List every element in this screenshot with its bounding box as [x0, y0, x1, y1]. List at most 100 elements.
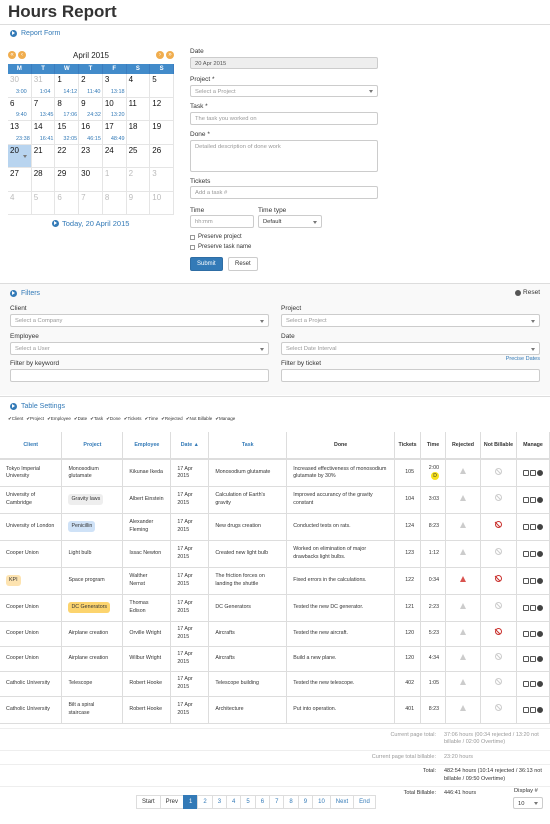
delete-icon[interactable] — [536, 706, 543, 713]
delete-icon[interactable] — [536, 604, 543, 611]
cell-not-billable[interactable] — [480, 459, 517, 487]
calendar-day[interactable]: 23 — [79, 144, 103, 168]
pager-page[interactable]: 4 — [226, 795, 242, 809]
preserve-task-row[interactable]: Preserve task name — [190, 244, 251, 250]
calendar-day[interactable]: 30 — [79, 168, 103, 192]
cell-rejected[interactable] — [445, 513, 481, 541]
ban-icon[interactable] — [494, 494, 502, 502]
ban-icon[interactable] — [494, 575, 502, 583]
task-input[interactable]: The task you worked on — [190, 112, 378, 125]
calendar-day[interactable]: 18 — [126, 121, 151, 145]
calendar-day[interactable]: 4 — [126, 74, 151, 98]
calendar-day[interactable]: 7 — [79, 191, 103, 215]
delete-icon[interactable] — [536, 469, 543, 476]
delete-icon[interactable] — [536, 496, 543, 503]
warning-icon[interactable] — [460, 678, 466, 685]
today-link[interactable]: Today, 20 April 2015 — [52, 219, 129, 228]
copy-icon[interactable] — [529, 655, 536, 662]
calendar-day[interactable]: 20 — [8, 144, 32, 168]
cell-not-billable[interactable] — [480, 486, 517, 514]
calendar-day[interactable]: 1 14:12 — [55, 74, 80, 98]
column-toggle[interactable]: ✔Not Billable — [185, 416, 213, 421]
calendar-day[interactable]: 15 32:05 — [55, 121, 80, 145]
warning-icon[interactable] — [460, 602, 466, 609]
ban-icon[interactable] — [494, 467, 502, 475]
pager-page[interactable]: 5 — [240, 795, 256, 809]
calendar-day[interactable]: 6 9:40 — [8, 97, 32, 121]
edit-icon[interactable] — [522, 680, 529, 687]
display-count-select[interactable]: 10 — [513, 797, 543, 809]
col-task[interactable]: Task — [208, 432, 288, 460]
cell-rejected[interactable] — [445, 486, 481, 514]
ban-icon[interactable] — [494, 521, 502, 529]
column-toggle[interactable]: ✔Project — [26, 416, 45, 421]
cell-not-billable[interactable] — [480, 540, 517, 568]
calendar-day[interactable]: 10 — [150, 191, 174, 215]
calendar-day[interactable]: 25 — [126, 144, 151, 168]
cell-not-billable[interactable] — [480, 567, 517, 595]
ban-icon[interactable] — [494, 678, 502, 686]
copy-icon[interactable] — [529, 496, 536, 503]
calendar-day[interactable]: 7 13:45 — [31, 97, 56, 121]
calendar-day[interactable]: 2 11:40 — [79, 74, 103, 98]
cell-rejected[interactable] — [445, 567, 481, 595]
preserve-task-checkbox[interactable] — [190, 244, 195, 250]
calendar-day[interactable]: 3 13:18 — [102, 74, 127, 98]
cell-rejected[interactable] — [445, 540, 481, 568]
keyword-input[interactable] — [10, 369, 269, 382]
pager-end[interactable]: End — [353, 795, 376, 809]
cell-rejected[interactable] — [445, 459, 481, 487]
calendar-day[interactable]: 5 — [31, 191, 56, 215]
col-client[interactable]: Client — [0, 432, 63, 460]
pager-page[interactable]: 1 — [183, 795, 199, 809]
client-select[interactable]: Select a Company — [10, 314, 269, 327]
calendar-day[interactable]: 9 24:32 — [79, 97, 103, 121]
edit-icon[interactable] — [522, 469, 529, 476]
calendar-day[interactable]: 11 — [126, 97, 151, 121]
pager-page[interactable]: 7 — [269, 795, 285, 809]
edit-icon[interactable] — [522, 604, 529, 611]
pager-page[interactable]: 10 — [312, 795, 331, 809]
copy-icon[interactable] — [529, 577, 536, 584]
tickets-input[interactable]: Add a task # — [190, 186, 378, 199]
calendar-day[interactable]: 16 46:15 — [79, 121, 103, 145]
calendar-day[interactable]: 28 — [31, 168, 56, 192]
filters-reset-link[interactable]: Reset — [515, 289, 540, 296]
table-settings-toggle[interactable]: Table Settings — [10, 403, 65, 410]
column-toggle[interactable]: ✔Employee — [47, 416, 71, 421]
column-toggle[interactable]: ✔Date — [73, 416, 88, 421]
edit-icon[interactable] — [522, 655, 529, 662]
calendar-day[interactable]: 13 23:38 — [8, 121, 32, 145]
edit-icon[interactable] — [522, 523, 529, 530]
edit-icon[interactable] — [522, 496, 529, 503]
cell-not-billable[interactable] — [480, 696, 517, 724]
copy-icon[interactable] — [529, 706, 536, 713]
cell-not-billable[interactable] — [480, 594, 517, 622]
warning-icon[interactable] — [460, 704, 466, 711]
calendar-day[interactable]: 30 3:00 — [8, 74, 32, 98]
copy-icon[interactable] — [529, 630, 536, 637]
delete-icon[interactable] — [536, 630, 543, 637]
calendar-day[interactable]: 27 — [8, 168, 32, 192]
ban-icon[interactable] — [494, 653, 502, 661]
employee-select[interactable]: Select a User — [10, 342, 269, 355]
cell-rejected[interactable] — [445, 594, 481, 622]
filters-toggle[interactable]: Filters — [10, 290, 40, 297]
pager-page[interactable]: 3 — [211, 795, 228, 809]
edit-icon[interactable] — [522, 577, 529, 584]
edit-icon[interactable] — [522, 550, 529, 557]
copy-icon[interactable] — [529, 680, 536, 687]
cell-not-billable[interactable] — [480, 621, 517, 647]
next-year-icon[interactable]: » — [166, 51, 174, 59]
cell-not-billable[interactable] — [480, 646, 517, 672]
date-field[interactable]: 20 Apr 2015 — [190, 57, 378, 69]
calendar-day[interactable]: 21 — [31, 144, 56, 168]
prev-month-icon[interactable]: ‹ — [18, 51, 26, 59]
calendar-day[interactable]: 6 — [55, 191, 80, 215]
calendar-day[interactable]: 22 — [55, 144, 80, 168]
pager-page[interactable]: 9 — [297, 795, 314, 809]
preserve-project-checkbox[interactable] — [190, 234, 195, 240]
cell-not-billable[interactable] — [480, 671, 517, 697]
warning-icon[interactable] — [460, 521, 466, 528]
pager-prev[interactable]: Prev — [159, 795, 185, 809]
